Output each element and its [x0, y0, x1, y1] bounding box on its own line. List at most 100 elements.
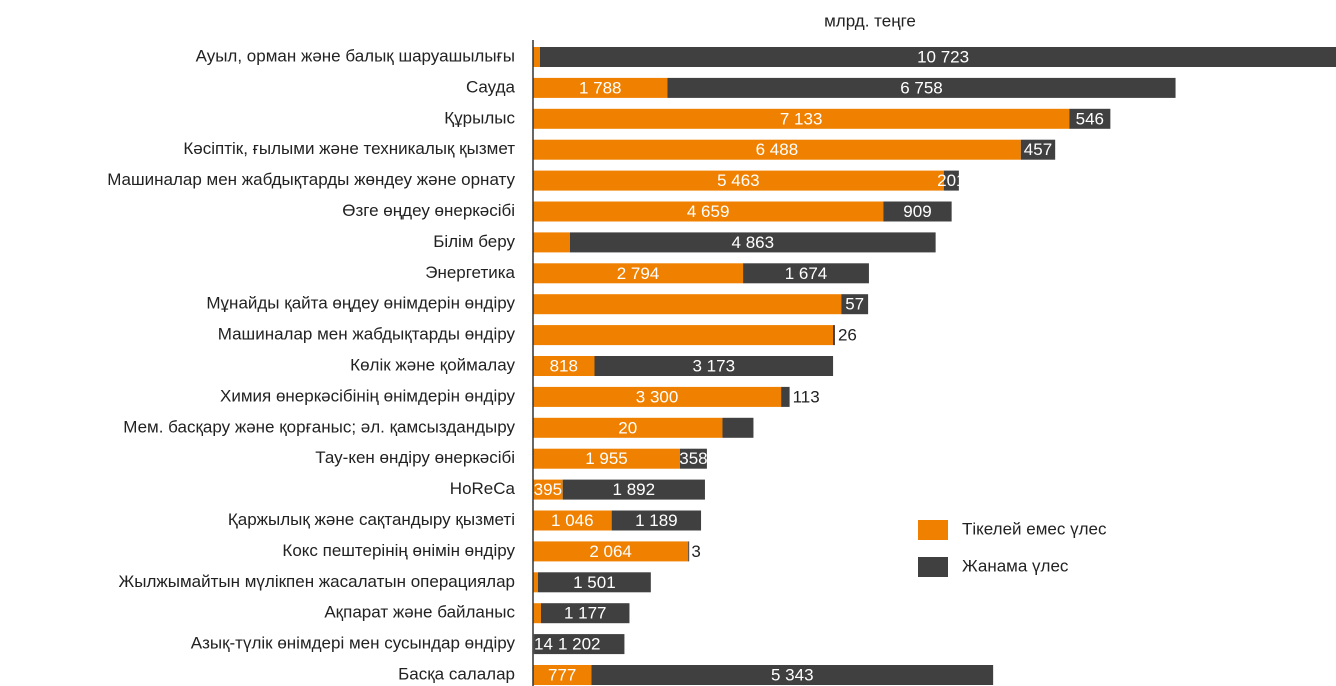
value-label: 1 046: [551, 511, 594, 530]
bar-segment: [533, 201, 884, 222]
bar-segment: [841, 294, 869, 315]
bar-segment: [533, 510, 612, 531]
category-label: Сауда: [466, 77, 516, 96]
legend-label: Тікелей емес үлес: [962, 519, 1107, 538]
bar-segment: [943, 170, 959, 191]
bar-segment: [533, 448, 680, 469]
bar-segment: [537, 572, 651, 593]
category-label: Көлік және қоймалау: [350, 355, 515, 374]
value-label: 777: [548, 665, 576, 684]
category-label: Ауыл, орман және балық шаруашылығы: [196, 46, 515, 65]
value-label: 395: [534, 480, 562, 499]
value-label: 6 488: [756, 140, 799, 159]
bar-segment: [667, 77, 1176, 98]
value-label: 1 501: [573, 573, 616, 592]
value-label: 3 173: [693, 356, 736, 375]
value-label: 20: [618, 418, 637, 437]
bar-segment: [533, 479, 563, 500]
bar-segment: [743, 263, 869, 284]
bar-segment: [540, 603, 630, 624]
value-label: 6 758: [900, 78, 943, 97]
plot-area: [533, 47, 1336, 685]
bar-segment: [722, 417, 754, 438]
category-label: Тау-кен өндіру өнеркәсібі: [315, 448, 515, 467]
bar-segment: [539, 47, 1336, 67]
bar-segment: [533, 665, 592, 685]
value-label: 3: [691, 542, 700, 561]
bar-segment: [533, 572, 538, 593]
bar-segment: [533, 294, 842, 315]
bar-segment: [533, 77, 668, 98]
value-label: 1 189: [635, 511, 678, 530]
value-label: 14: [534, 635, 553, 654]
category-label: Азық-түлік өнімдері мен сусындар өндіру: [191, 634, 516, 653]
bar-segment: [562, 479, 705, 500]
legend-swatch: [918, 557, 948, 577]
value-label: 1 955: [585, 449, 628, 468]
bar-segment: [533, 603, 541, 624]
bar-segment: [533, 139, 1021, 160]
category-label: Білім беру: [433, 232, 515, 251]
value-label: 546: [1076, 109, 1104, 128]
category-label: Машиналар мен жабдықтарды өндіру: [218, 325, 516, 344]
bar-segment: [533, 108, 1070, 129]
category-label: Мұнайды қайта өңдеу өнімдерін өндіру: [206, 294, 515, 313]
value-label: 1 892: [613, 480, 656, 499]
unit-label: млрд. теңге: [824, 11, 916, 30]
bar-segment: [533, 325, 833, 346]
bar-segment: [1069, 108, 1111, 129]
bar-segment: [832, 325, 835, 346]
bar-segment: [533, 356, 595, 376]
bar-segment: [883, 201, 952, 222]
category-label: Құрылыс: [444, 108, 515, 127]
value-label: 1 202: [558, 635, 601, 654]
bar-segment: [1020, 139, 1056, 160]
bar-segment: [533, 47, 540, 67]
value-label: 2 064: [589, 542, 632, 561]
bar-segment: [533, 170, 944, 191]
category-label: Басқа салалар: [398, 664, 515, 683]
value-label: 3 300: [636, 387, 679, 406]
bar-segment: [533, 541, 689, 562]
value-label: 358: [679, 449, 707, 468]
bar-segment: [594, 356, 834, 376]
bar-segment: [533, 386, 782, 407]
category-label: HoReCa: [450, 479, 516, 498]
value-label: 1 788: [579, 78, 622, 97]
category-label: Кәсіптік, ғылыми және техникалық қызмет: [183, 139, 515, 158]
category-label: Кокс пештерінің өнімін өндіру: [282, 541, 515, 560]
value-label: 1 177: [564, 604, 607, 623]
bar-segment: [679, 448, 707, 469]
bar-segment: [781, 386, 790, 407]
bar-segment: [688, 541, 690, 562]
bar-segment: [533, 263, 744, 284]
value-label: 5 463: [717, 171, 760, 190]
category-label: Жылжымайтын мүлікпен жасалатын операциял…: [119, 572, 515, 591]
value-label: 113: [793, 387, 820, 406]
category-label: Химия өнеркәсібінің өнімдерін өндіру: [220, 386, 515, 405]
category-label: Мем. басқару және қорғаныс; әл. қамсызда…: [123, 417, 515, 436]
legend-swatch: [918, 520, 948, 540]
category-label: Қаржылық және сақтандыру қызметі: [228, 510, 515, 529]
value-label: 201: [937, 171, 965, 190]
value-label: 4 863: [732, 233, 775, 252]
value-label: 457: [1024, 140, 1052, 159]
value-label: 4 659: [687, 202, 730, 221]
value-label: 7 133: [780, 109, 823, 128]
legend-label: Жанама үлес: [962, 556, 1069, 575]
value-label: 2 794: [617, 264, 660, 283]
value-label: 909: [903, 202, 931, 221]
bar-segment: [533, 232, 570, 253]
bar-segment: [533, 417, 723, 438]
bar-segment: [569, 232, 936, 253]
category-label: Энергетика: [425, 263, 515, 282]
value-label: 818: [550, 356, 578, 375]
category-label: Өзге өңдеу өнеркәсібі: [342, 201, 515, 220]
category-label: Ақпарат және байланыс: [324, 603, 515, 622]
bar-segment: [611, 510, 702, 531]
value-label: 1 674: [785, 264, 828, 283]
value-label: 5 343: [771, 665, 814, 684]
value-label: 57: [845, 295, 864, 314]
bar-segment: [591, 665, 994, 685]
